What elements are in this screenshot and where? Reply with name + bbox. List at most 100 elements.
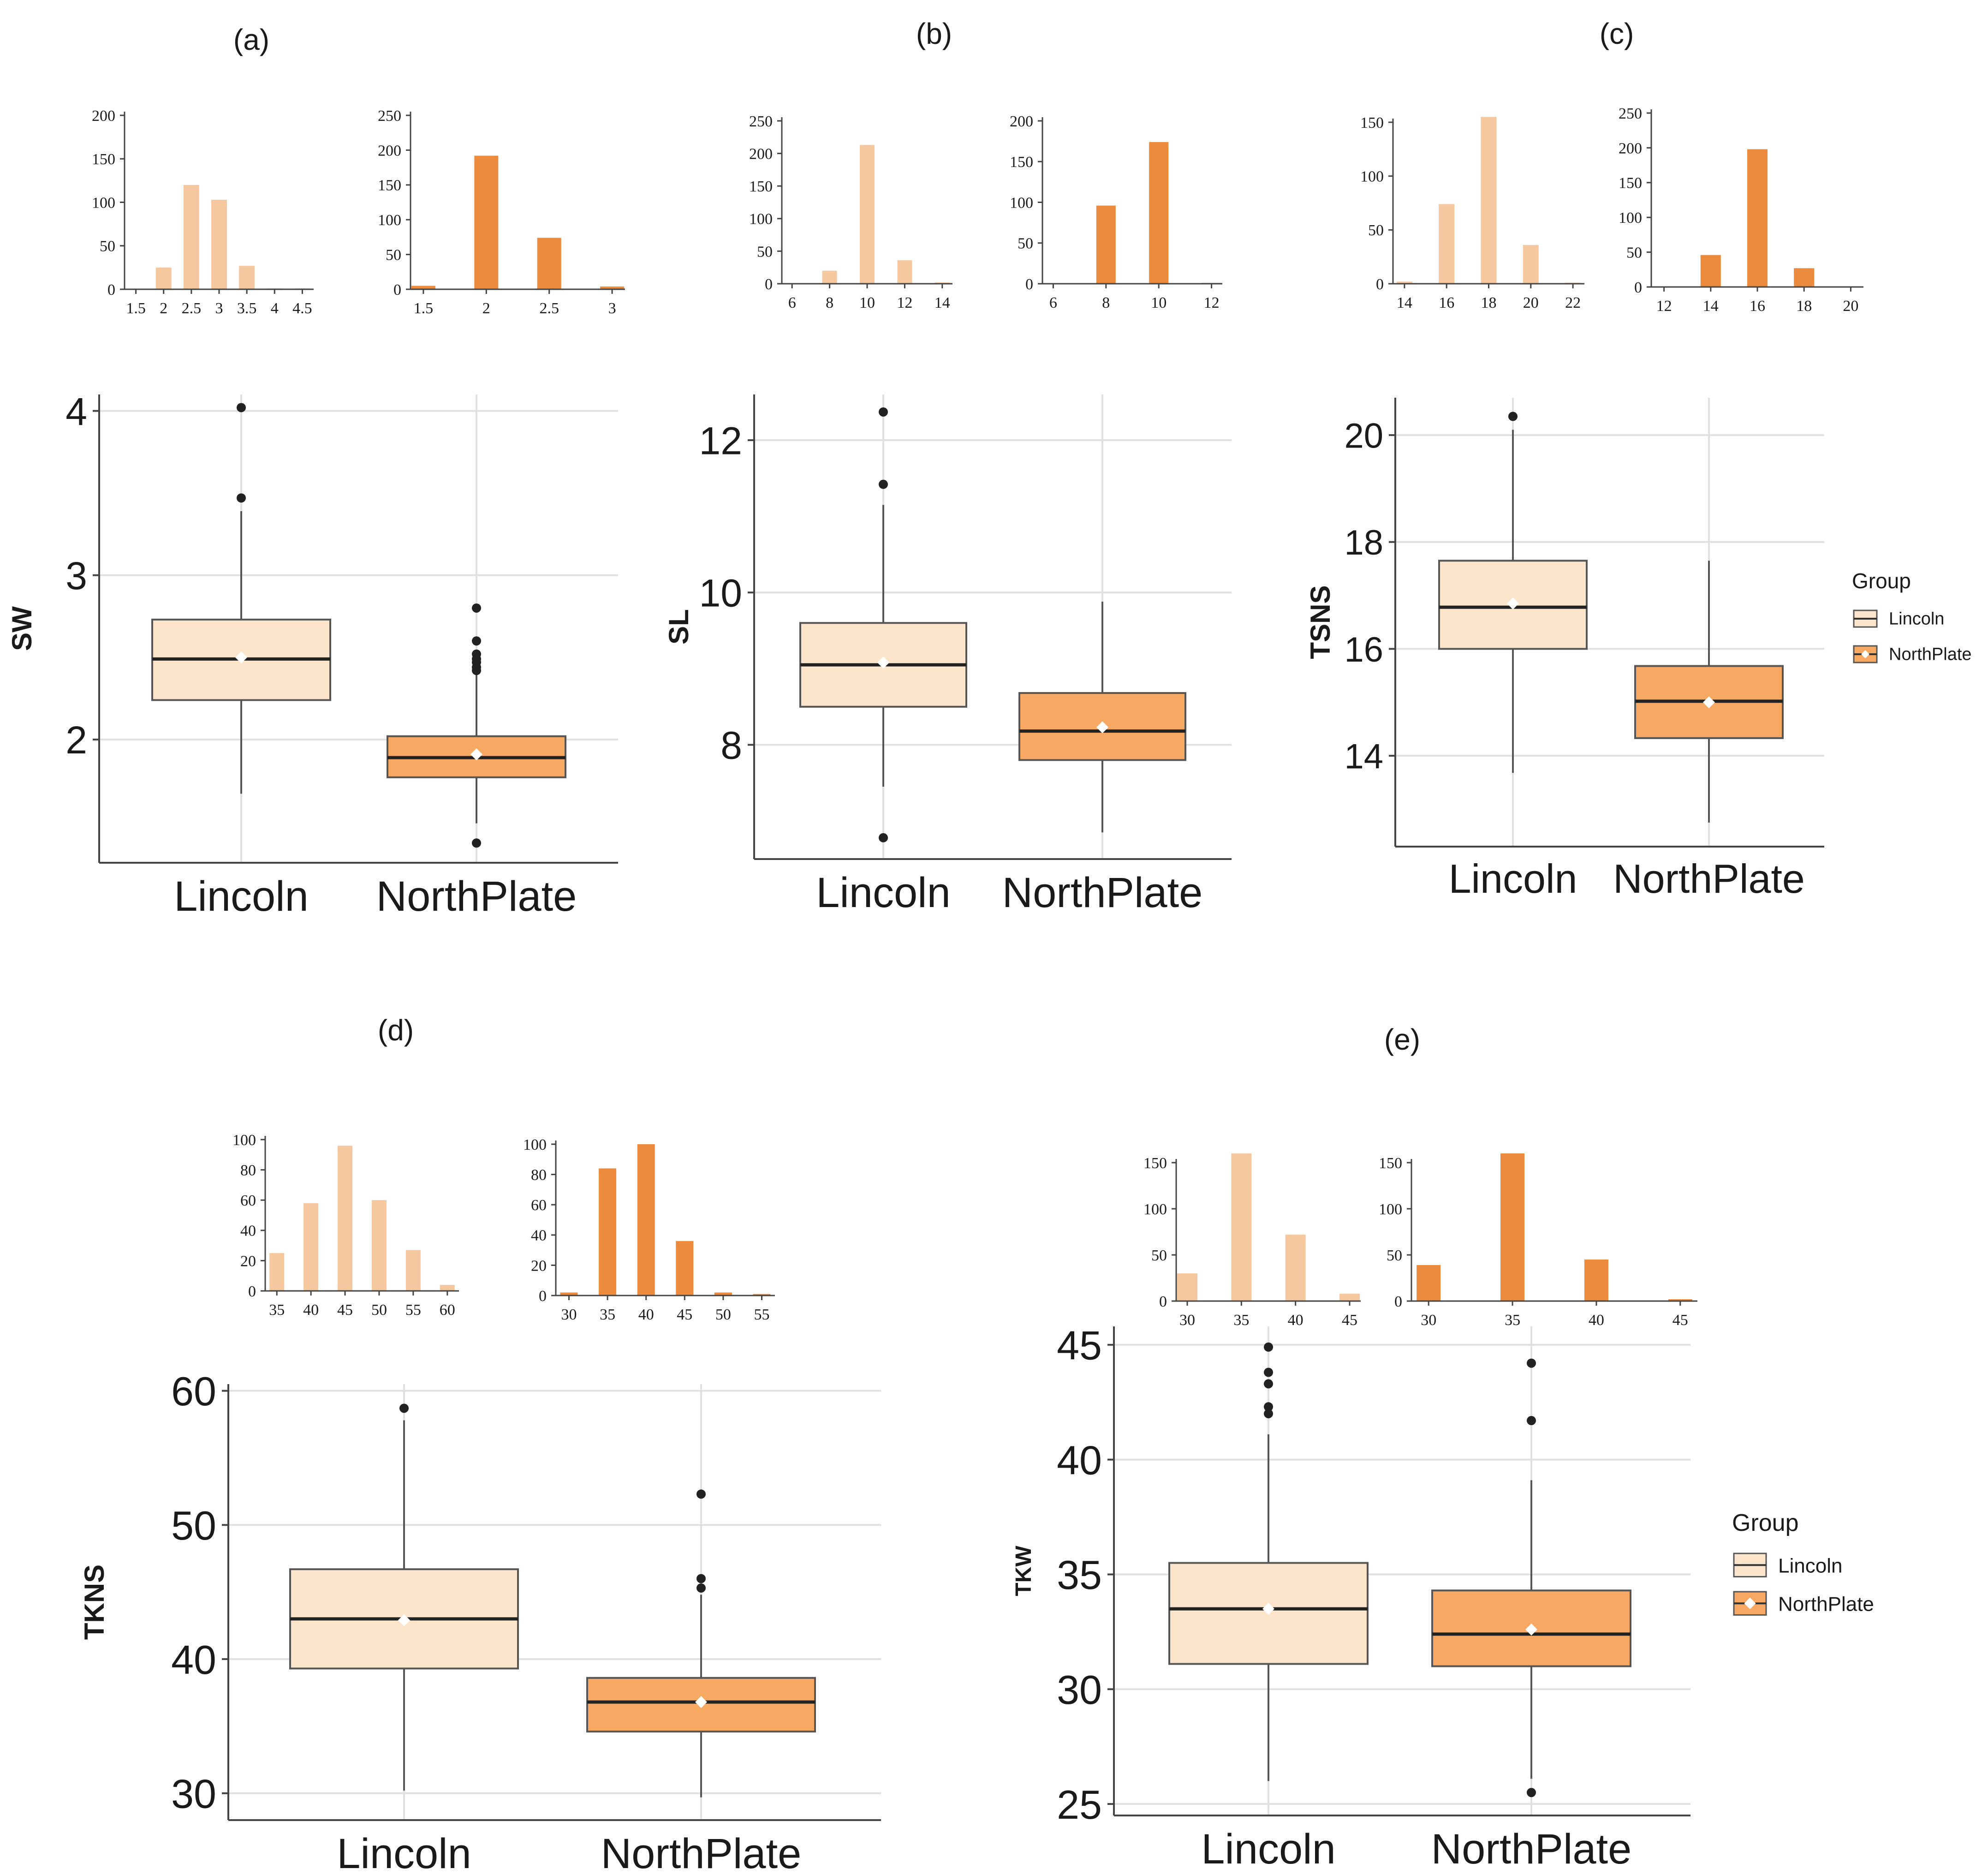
histogram-y-tick-label: 100 (523, 1136, 547, 1153)
histogram-y-tick-label: 100 (1379, 1201, 1402, 1218)
histogram-x-tick-label: 16 (1439, 294, 1454, 311)
outlier-point (472, 636, 481, 646)
histogram-y-tick-label: 50 (1368, 222, 1384, 239)
histogram-x-tick-label: 8 (826, 294, 833, 311)
histogram-x-tick-label: 60 (440, 1302, 455, 1319)
panel-tkns: (d) 0 20 40 60 80 100 35 40 45 50 55 60 0 20 40 60 80 100 3… (79, 1014, 881, 1875)
mean-marker (877, 657, 889, 669)
legend-label: Lincoln (1889, 609, 1944, 629)
panel-sl: (b) 0 50 100 150 200 250 6 8 10 12 14 0 50 100 150 200 6 8… (663, 17, 1232, 916)
box-lincoln (151, 403, 331, 794)
histogram-y-tick-label: 60 (240, 1192, 256, 1209)
x-category-label: NorthPlate (1613, 856, 1805, 902)
histogram-bar (440, 1284, 455, 1291)
box-northplate (586, 1489, 816, 1797)
boxplot-sw: 2 3 4 SW Lincoln NorthPlate (6, 390, 618, 920)
y-tick-label: 30 (1057, 1667, 1102, 1713)
y-tick-label: 2 (65, 718, 87, 762)
histogram-y-tick-label: 100 (749, 211, 773, 228)
histogram-lincoln: 0 20 40 60 80 100 35 40 45 50 55 60 (232, 1132, 459, 1319)
outlier-point (1264, 1379, 1273, 1389)
histogram-x-tick-label: 2.5 (539, 300, 559, 317)
histogram-bar (411, 286, 435, 289)
x-category-label: Lincoln (1449, 856, 1577, 902)
x-category-label: Lincoln (337, 1830, 471, 1875)
mean-marker (1096, 721, 1108, 734)
y-tick-label: 20 (1344, 416, 1383, 455)
panel-label: (e) (1384, 1023, 1420, 1056)
panel-tkw: (e) 0 50 100 150 30 35 40 45 0 50 100 150 30 35 40 45 25 3… (1012, 1023, 1874, 1873)
histogram-y-tick-label: 100 (1619, 209, 1642, 227)
y-tick-label: 40 (1057, 1437, 1102, 1483)
x-category-label: NorthPlate (1002, 869, 1203, 916)
histogram-y-tick-label: 150 (1379, 1155, 1402, 1172)
outlier-point (237, 493, 246, 503)
histogram-y-tick-label: 100 (1010, 194, 1033, 211)
histogram-y-tick-label: 0 (107, 281, 115, 299)
histogram-y-tick-label: 50 (1151, 1247, 1167, 1264)
histogram-y-tick-label: 80 (531, 1167, 547, 1184)
outlier-point (472, 649, 481, 659)
outlier-point (472, 838, 481, 848)
outlier-point (1508, 412, 1518, 421)
legend-label: NorthPlate (1889, 645, 1972, 664)
histogram-x-tick-label: 12 (1656, 298, 1672, 315)
histogram-bar (1500, 1153, 1525, 1301)
box-iqr (1018, 692, 1186, 761)
histogram-y-tick-label: 0 (765, 276, 773, 293)
histogram-bar (1417, 1265, 1441, 1301)
histogram-northplate: 0 50 100 150 30 35 40 45 (1379, 1153, 1697, 1329)
y-tick-label: 50 (171, 1503, 216, 1548)
histogram-x-tick-label: 12 (897, 294, 912, 311)
legend-entry-lincoln: Lincoln (1733, 1553, 1842, 1577)
histogram-x-tick-label: 6 (1049, 294, 1057, 311)
legend-entry-northplate: NorthPlate (1733, 1591, 1874, 1616)
histogram-y-tick-label: 0 (1394, 1293, 1402, 1310)
histogram-x-tick-label: 30 (1179, 1312, 1195, 1329)
legend-label: Lincoln (1778, 1555, 1842, 1577)
outlier-point (472, 603, 481, 613)
histogram-y-tick-label: 20 (240, 1253, 256, 1270)
histogram-x-tick-label: 6 (788, 294, 796, 311)
histogram-y-tick-label: 150 (1010, 154, 1033, 171)
x-category-label: Lincoln (1201, 1826, 1336, 1873)
mean-marker (1262, 1603, 1274, 1615)
legend-entry-northplate: NorthPlate (1853, 645, 1972, 664)
histogram-bar (600, 286, 625, 289)
histogram-y-tick-label: 250 (378, 107, 401, 125)
histogram-bar (753, 1294, 771, 1296)
histogram-y-tick-label: 200 (1010, 113, 1033, 130)
x-category-label: NorthPlate (376, 873, 577, 920)
histogram-bar (1668, 1299, 1692, 1301)
histogram-y-tick-label: 0 (539, 1288, 547, 1305)
histogram-y-tick-label: 0 (1376, 276, 1384, 293)
histogram-northplate: 0 50 100 150 200 6 8 10 12 (1010, 113, 1222, 311)
histogram-x-tick-label: 18 (1481, 294, 1497, 311)
histogram-northplate: 0 50 100 150 200 250 1.5 2 2.5 3 (378, 107, 625, 317)
y-tick-label: 25 (1057, 1782, 1102, 1827)
histogram-bar (1339, 1294, 1360, 1301)
mean-marker (235, 651, 247, 663)
y-axis-label: SW (6, 606, 37, 651)
histogram-bar (1700, 255, 1721, 287)
histogram-northplate: 0 50 100 150 200 250 12 14 16 18 20 (1619, 105, 1863, 315)
box-lincoln (1438, 412, 1588, 773)
histogram-bar (239, 266, 255, 289)
histogram-lincoln: 0 50 100 150 200 250 6 8 10 12 14 (749, 113, 952, 311)
outlier-point (696, 1489, 706, 1499)
y-tick-label: 16 (1344, 630, 1383, 669)
legend-entry-lincoln: Lincoln (1853, 609, 1944, 629)
histogram-lincoln: 0 50 100 150 14 16 18 20 22 (1360, 114, 1584, 311)
box-northplate (1018, 602, 1186, 833)
histogram-x-tick-label: 35 (600, 1306, 615, 1323)
histogram-x-tick-label: 10 (1151, 294, 1167, 311)
y-tick-label: 45 (1057, 1322, 1102, 1368)
histogram-y-tick-label: 150 (378, 177, 401, 194)
y-tick-label: 35 (1057, 1552, 1102, 1598)
histogram-bar (599, 1168, 617, 1296)
histogram-y-tick-label: 200 (378, 142, 401, 159)
mean-marker (1507, 597, 1519, 609)
outlier-point (879, 833, 888, 842)
histogram-bar (1481, 117, 1497, 284)
boxplot-tkw: 25 30 35 40 45 TKW Lincoln NorthPlate (1012, 1322, 1690, 1873)
